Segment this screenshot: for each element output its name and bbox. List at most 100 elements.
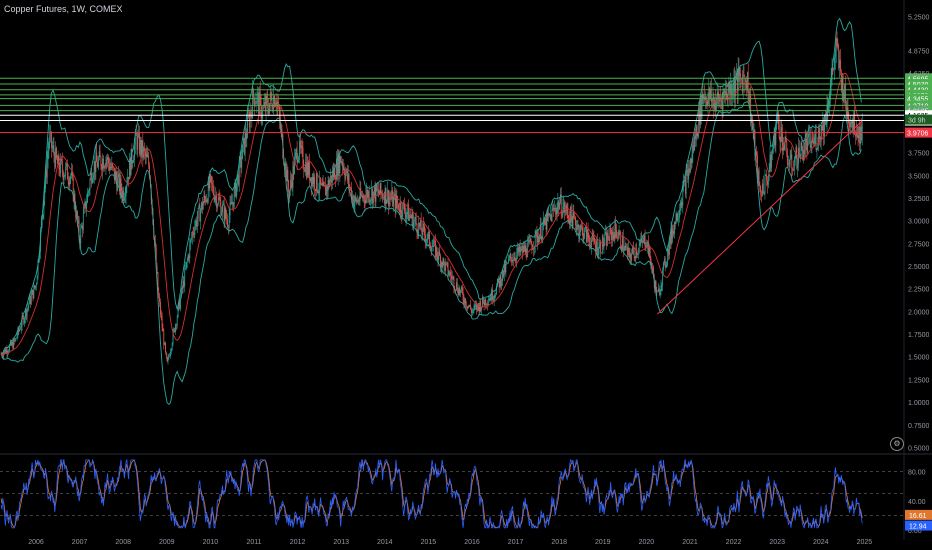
candle-body: [159, 296, 160, 303]
candle-body: [323, 182, 325, 187]
candle-body: [435, 240, 436, 257]
candle-body: [789, 158, 791, 165]
candle-body: [266, 96, 268, 99]
candle-body: [198, 204, 200, 208]
candle-body: [100, 156, 102, 167]
candle-body: [678, 217, 679, 219]
candle-body: [314, 176, 316, 190]
candle-body: [186, 260, 188, 262]
candle-body: [149, 165, 150, 177]
candle-body: [331, 175, 332, 183]
candle-body: [297, 159, 299, 163]
candle-body: [663, 258, 665, 263]
candle-body: [208, 180, 210, 189]
candle-body: [627, 246, 628, 256]
price-tick-11: 2.0000: [908, 309, 930, 316]
candle-body: [332, 171, 334, 178]
candle-body: [305, 161, 306, 172]
candle-body: [173, 328, 175, 332]
candle-body: [566, 205, 568, 211]
candle-body: [66, 163, 68, 180]
price-tick-13: 1.5000: [908, 355, 930, 362]
candle-body: [158, 291, 160, 297]
candle-body: [230, 201, 232, 204]
candle-body: [450, 275, 452, 280]
candle-body: [294, 157, 295, 174]
candle-body: [28, 304, 30, 307]
candle-body: [124, 195, 126, 198]
candle-body: [382, 193, 384, 199]
candle-body: [305, 161, 307, 178]
candle-body: [813, 140, 814, 144]
x-tick-2022: 2022: [726, 539, 742, 546]
candle-body: [404, 203, 405, 212]
candle-body: [823, 120, 825, 137]
candle-body: [672, 230, 674, 239]
candle-body: [207, 180, 209, 203]
candle-body: [325, 185, 327, 196]
candle-body: [548, 213, 550, 217]
price-tick-6: 3.2500: [908, 196, 930, 203]
candle-body: [839, 59, 840, 69]
candle-body: [200, 210, 202, 222]
candle-body: [440, 255, 441, 268]
candle-body: [290, 179, 292, 182]
candle-body: [273, 96, 275, 112]
candle-body: [850, 121, 852, 124]
candle-body: [544, 218, 546, 225]
candle-body: [14, 339, 15, 342]
moving-average-line: [0, 72, 862, 357]
candle-body: [772, 145, 774, 150]
candle-body: [574, 216, 576, 218]
candle-body: [138, 132, 140, 136]
candle-body: [185, 267, 186, 269]
candle-body: [664, 258, 666, 268]
candle-body: [833, 68, 835, 69]
candle-body: [753, 130, 755, 134]
candle-body: [647, 241, 648, 247]
candle-body: [91, 172, 93, 184]
candle-body: [353, 203, 355, 207]
candle-body: [675, 213, 677, 225]
candle-body: [844, 84, 846, 99]
candle-body: [684, 179, 686, 194]
candle-body: [315, 189, 316, 192]
candle-body: [429, 231, 430, 245]
candle-body: [668, 248, 669, 256]
candle-body: [226, 217, 228, 220]
candle-body: [829, 100, 830, 106]
candle-body: [533, 248, 534, 250]
candle-body: [112, 163, 114, 167]
candle-body: [840, 59, 841, 72]
candle-body: [197, 207, 199, 219]
candle-body: [135, 132, 137, 136]
candle-body: [684, 179, 685, 182]
candle-body: [824, 115, 825, 137]
candle-body: [665, 264, 667, 268]
candle-body: [45, 169, 47, 178]
candle-body: [588, 237, 590, 239]
candle-body: [525, 245, 527, 256]
candle-body: [70, 175, 72, 179]
candle-body: [526, 255, 528, 257]
candle-body: [644, 235, 646, 248]
candle-body: [627, 248, 629, 256]
candle-body: [252, 89, 254, 119]
candle-body: [341, 161, 343, 167]
candle-body: [378, 193, 380, 195]
candle-body: [502, 269, 503, 282]
candle-body: [371, 189, 373, 200]
candle-body: [663, 262, 664, 270]
candle-body: [604, 234, 606, 243]
candle-body: [238, 174, 239, 185]
candle-body: [243, 138, 245, 154]
candle-body: [78, 220, 80, 239]
candle-body: [14, 338, 16, 342]
candle-body: [411, 212, 413, 219]
candle-body: [798, 147, 800, 158]
candle-body: [567, 210, 569, 218]
candle-body: [751, 118, 753, 127]
candle-body: [775, 128, 777, 146]
settings-gear-icon[interactable]: ⚙: [890, 437, 904, 451]
